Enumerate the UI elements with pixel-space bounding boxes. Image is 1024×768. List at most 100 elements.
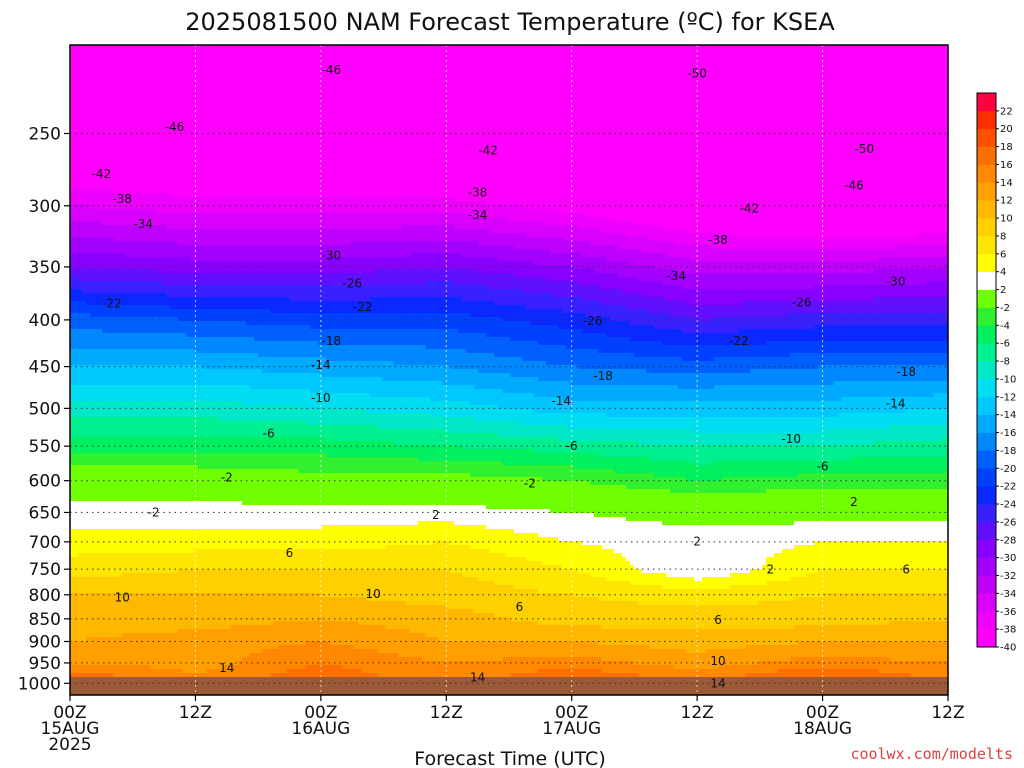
- temperature-cell: [118, 533, 123, 538]
- temperature-cell: [162, 521, 167, 526]
- temperature-cell: [70, 561, 75, 566]
- temperature-cell: [82, 233, 87, 238]
- temperature-cell: [90, 173, 95, 178]
- temperature-cell: [150, 289, 155, 294]
- temperature-cell: [70, 545, 75, 550]
- temperature-cell: [74, 545, 79, 550]
- temperature-cell: [178, 325, 183, 330]
- temperature-cell: [74, 49, 79, 54]
- temperature-cell: [82, 321, 87, 326]
- temperature-cell: [102, 633, 107, 638]
- temperature-cell: [154, 361, 159, 366]
- temperature-cell: [114, 229, 119, 234]
- temperature-cell: [114, 305, 119, 310]
- temperature-cell: [106, 109, 111, 114]
- temperature-cell: [182, 233, 187, 238]
- temperature-cell: [138, 637, 143, 642]
- temperature-cell: [126, 97, 131, 102]
- temperature-cell: [162, 489, 167, 494]
- temperature-cell: [154, 273, 159, 278]
- temperature-cell: [90, 225, 95, 230]
- temperature-cell: [94, 337, 99, 342]
- temperature-cell: [134, 437, 139, 442]
- temperature-cell: [186, 93, 191, 98]
- temperature-cell: [158, 505, 163, 510]
- temperature-cell: [114, 277, 119, 282]
- temperature-cell: [94, 441, 99, 446]
- temperature-cell: [82, 45, 87, 50]
- temperature-cell: [74, 157, 79, 162]
- temperature-cell: [118, 437, 123, 442]
- temperature-cell: [190, 281, 195, 286]
- temperature-cell: [106, 205, 111, 210]
- temperature-cell: [126, 69, 131, 74]
- temperature-cell: [126, 237, 131, 242]
- temperature-cell: [158, 357, 163, 362]
- temperature-cell: [94, 573, 99, 578]
- temperature-cell: [70, 625, 75, 630]
- temperature-cell: [130, 81, 135, 86]
- temperature-cell: [98, 381, 103, 386]
- temperature-cell: [106, 421, 111, 426]
- temperature-cell: [82, 173, 87, 178]
- temperature-cell: [158, 561, 163, 566]
- temperature-cell: [98, 109, 103, 114]
- temperature-cell: [90, 289, 95, 294]
- temperature-cell: [190, 241, 195, 246]
- temperature-cell: [90, 621, 95, 626]
- temperature-cell: [182, 525, 187, 530]
- temperature-cell: [174, 153, 179, 158]
- temperature-cell: [182, 421, 187, 426]
- temperature-cell: [106, 633, 111, 638]
- temperature-cell: [166, 185, 171, 190]
- temperature-cell: [182, 477, 187, 482]
- temperature-cell: [74, 269, 79, 274]
- temperature-cell: [130, 153, 135, 158]
- temperature-cell: [178, 501, 183, 506]
- temperature-cell: [186, 245, 191, 250]
- temperature-cell: [114, 497, 119, 502]
- temperature-cell: [178, 573, 183, 578]
- temperature-cell: [154, 321, 159, 326]
- temperature-cell: [114, 73, 119, 78]
- temperature-cell: [90, 113, 95, 118]
- temperature-cell: [190, 65, 195, 70]
- temperature-cell: [162, 529, 167, 534]
- temperature-cell: [170, 141, 175, 146]
- temperature-cell: [118, 521, 123, 526]
- temperature-cell: [158, 517, 163, 522]
- temperature-cell: [154, 609, 159, 614]
- temperature-cell: [74, 489, 79, 494]
- temperature-cell: [174, 437, 179, 442]
- temperature-cell: [186, 549, 191, 554]
- temperature-cell: [146, 369, 151, 374]
- temperature-cell: [122, 473, 127, 478]
- temperature-cell: [182, 445, 187, 450]
- temperature-cell: [190, 313, 195, 318]
- temperature-cell: [150, 205, 155, 210]
- temperature-cell: [98, 545, 103, 550]
- temperature-cell: [134, 497, 139, 502]
- temperature-cell: [146, 577, 151, 582]
- temperature-cell: [102, 297, 107, 302]
- temperature-cell: [170, 661, 175, 666]
- temperature-cell: [82, 497, 87, 502]
- temperature-cell: [86, 157, 91, 162]
- temperature-cell: [86, 653, 91, 658]
- temperature-cell: [126, 297, 131, 302]
- temperature-cell: [70, 165, 75, 170]
- temperature-cell: [130, 385, 135, 390]
- temperature-cell: [150, 241, 155, 246]
- temperature-cell: [174, 229, 179, 234]
- temperature-cell: [130, 173, 135, 178]
- temperature-cell: [162, 125, 167, 130]
- temperature-cell: [134, 557, 139, 562]
- temperature-cell: [162, 53, 167, 58]
- temperature-cell: [74, 433, 79, 438]
- temperature-cell: [150, 397, 155, 402]
- temperature-cell: [178, 393, 183, 398]
- temperature-cell: [138, 313, 143, 318]
- temperature-cell: [174, 517, 179, 522]
- temperature-cell: [74, 165, 79, 170]
- temperature-cell: [74, 465, 79, 470]
